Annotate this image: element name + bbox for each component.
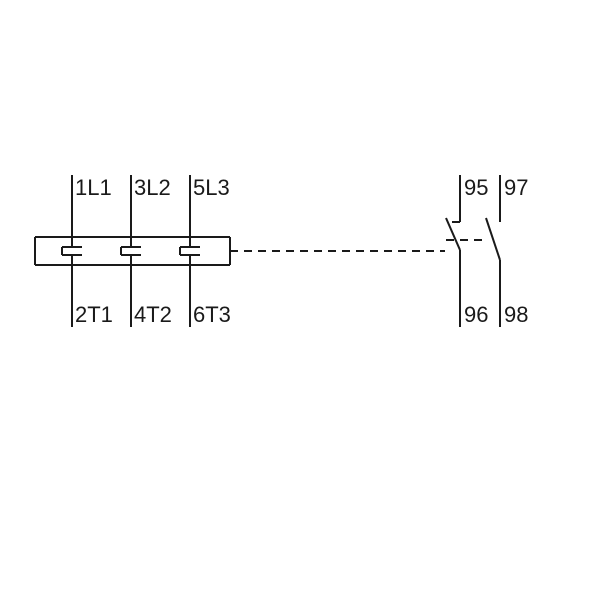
terminal-label: 4T2 bbox=[134, 302, 172, 327]
terminal-label: 95 bbox=[464, 175, 488, 200]
terminal-label: 97 bbox=[504, 175, 528, 200]
terminal-label: 96 bbox=[464, 302, 488, 327]
terminal-label: 2T1 bbox=[75, 302, 113, 327]
circuit-diagram: 1L1 2T1 3L2 4T2 5L3 6T3 95 96 97 98 bbox=[0, 0, 600, 600]
terminal-label: 98 bbox=[504, 302, 528, 327]
terminal-label: 3L2 bbox=[134, 175, 171, 200]
terminal-label: 1L1 bbox=[75, 175, 112, 200]
terminal-label: 5L3 bbox=[193, 175, 230, 200]
terminal-label: 6T3 bbox=[193, 302, 231, 327]
